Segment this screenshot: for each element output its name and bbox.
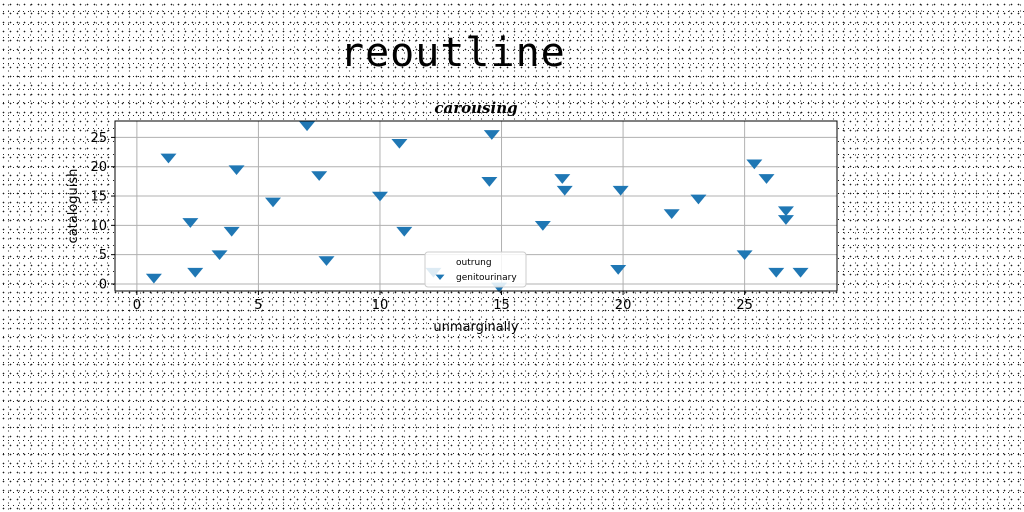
y-tick-label: 20: [90, 160, 107, 175]
x-tick-label: 20: [615, 298, 632, 313]
x-tick-label: 0: [133, 298, 141, 313]
y-tick-label: 15: [90, 190, 107, 205]
y-tick-label: 5: [99, 248, 107, 263]
x-tick-label: 5: [254, 298, 262, 313]
y-axis-label: cataloguish: [66, 169, 81, 244]
y-tick-label: 25: [90, 131, 107, 146]
legend: outrung genitourinary: [425, 252, 526, 287]
x-axis-label: unmarginally: [433, 320, 519, 335]
x-tick-label: 10: [372, 298, 389, 313]
x-tick-label: 15: [493, 298, 510, 313]
y-tick-label: 10: [90, 219, 107, 234]
chart-title: carousing: [434, 99, 517, 117]
legend-entry-label: outrung: [456, 258, 492, 268]
y-tick-label: 0: [99, 277, 107, 292]
legend-entry-label: genitourinary: [456, 273, 517, 283]
y-axis-ticks: 0 5 10 15 20 25: [90, 131, 115, 293]
x-axis-ticks: 0 5 10 15 20 25: [133, 291, 753, 313]
x-tick-label: 25: [736, 298, 753, 313]
